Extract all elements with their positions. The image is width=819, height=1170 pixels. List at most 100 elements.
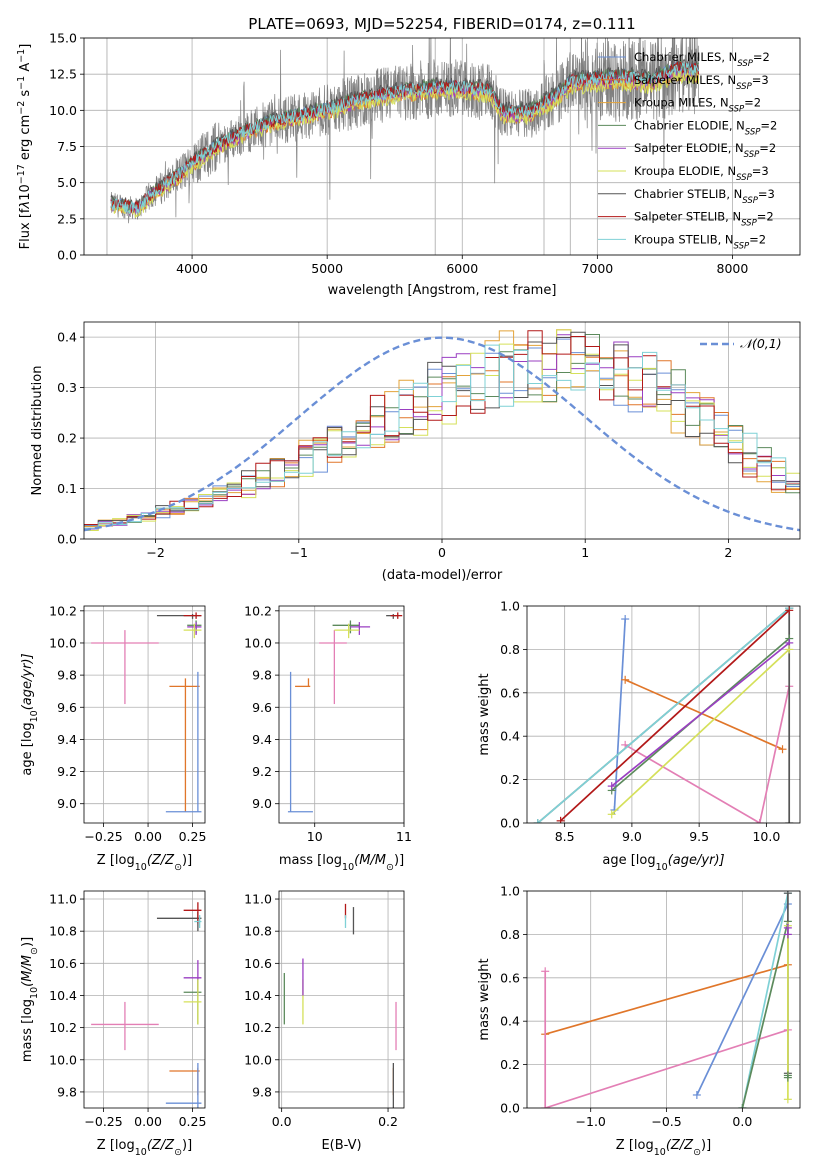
x-axis-label-part: (Z/Z — [666, 1138, 694, 1153]
legend-label-sub: SSP — [737, 59, 753, 69]
weight-marker-pink — [755, 819, 764, 823]
y-tick-label: 10.0 — [244, 1052, 272, 1067]
weight-line-salpeter_miles — [624, 679, 783, 750]
legend-label-text: Salpeter MILES, N — [634, 73, 736, 87]
x-axis-label-part: age [log — [602, 853, 655, 868]
weight-marker-chabrier_miles — [692, 1090, 701, 1099]
panel-age_vs_mass: 10 11 9.0 9.2 9.4 9.6 9.8 10.0 10.2 — [244, 603, 412, 844]
y-axis-label-part: (M/M — [20, 955, 35, 987]
panel-mass_vs_Z: −0.25 0.00 0.25 9.8 10.0 10.2 10.4 10.6 10.8 11.0 — [49, 890, 206, 1129]
x-axis-label-part: Z [log — [616, 1138, 654, 1153]
y-axis-label-part: 10 — [29, 710, 40, 722]
weight-marker-pink — [541, 967, 550, 976]
residual-hist-salpeter_stelib — [84, 330, 800, 525]
chart-title: PLATE=0693, MJD=52254, FIBERID=0174, z=0… — [248, 15, 635, 33]
legend-label-sub: SSP — [734, 241, 750, 251]
y-tick-label: 7.5 — [57, 139, 77, 154]
gaussian-reference-line — [84, 336, 800, 532]
legend-label-sub: SSP — [736, 82, 752, 92]
x-axis-label-part: Z [log — [97, 1138, 135, 1153]
x-tick-label: 11 — [396, 829, 412, 844]
legend-label-text: Kroupa STELIB, N — [634, 232, 734, 246]
plot-area — [106, 38, 700, 255]
y-tick-label: 1.0 — [500, 599, 520, 614]
legend-label-sub: SSP — [744, 150, 760, 160]
residual-hist-chabrier_stelib — [84, 331, 800, 526]
x-axis-label-part: (Z/Z — [147, 853, 175, 868]
weight-marker-pink — [541, 1104, 550, 1108]
weight-line-salpeter_miles — [544, 963, 789, 1036]
legend-gaussian-label: 𝒩(0,1) — [740, 336, 782, 351]
y-tick-label: 10.4 — [244, 988, 272, 1003]
errorbar-point-kroupa_elodie — [334, 623, 360, 639]
y-tick-label: 0.0 — [57, 248, 77, 263]
legend-label-tail: =2 — [759, 141, 776, 155]
grid — [84, 322, 800, 540]
legend-label-tail: =2 — [753, 50, 770, 64]
x-tick-label: 0 — [438, 545, 446, 560]
x-tick-label: 0.00 — [134, 829, 162, 844]
y-axis-label-part: ⊙ — [29, 947, 40, 955]
y-axis-label: Flux [fλ10−17 erg cm−2 s−1 A−1] — [16, 44, 34, 250]
y-tick-label: 10.4 — [49, 988, 77, 1003]
errorbar-point-pink — [91, 630, 159, 705]
y-tick-label: 9.0 — [57, 796, 77, 811]
x-axis-label-part: (age/yr)] — [668, 853, 725, 868]
y-tick-label: 10.0 — [49, 103, 77, 118]
errorbar-point-pink — [91, 1001, 159, 1051]
plot-area — [533, 606, 794, 823]
axes-frame — [278, 890, 405, 1109]
grid — [279, 891, 404, 1108]
y-axis-label-part: ] — [18, 44, 33, 49]
weight-line-chabrier_miles — [696, 903, 789, 1096]
axes-frame — [278, 605, 405, 824]
y-axis-label: mass [log10(M/M⊙)] — [20, 937, 40, 1062]
residual-hist-kroupa_elodie — [84, 329, 800, 531]
y-tick-label: 0.4 — [500, 1014, 520, 1029]
legend-label-salpeter_miles: Salpeter MILES, NSSP=3 — [634, 73, 769, 92]
y-tick-label: 9.2 — [252, 764, 272, 779]
legend-label-salpeter_elodie: Salpeter ELODIE, NSSP=2 — [634, 141, 776, 160]
errorbar-point-pink — [319, 630, 347, 705]
x-tick-label: 0.25 — [179, 829, 207, 844]
axes-frame — [83, 890, 206, 1109]
legend-label-chabrier_stelib: Chabrier STELIB, NSSP=3 — [634, 187, 775, 206]
y-tick-label: 0.0 — [500, 816, 520, 831]
x-axis-label-part: 10 — [342, 862, 354, 873]
y-tick-label: 0.2 — [57, 431, 77, 446]
errorbar-point-salpeter_stelib — [390, 612, 403, 619]
y-tick-label: 10.2 — [49, 603, 77, 618]
legend-label-salpeter_stelib: Salpeter STELIB, NSSP=2 — [634, 210, 774, 229]
grid — [84, 891, 205, 1108]
y-tick-label: 5.0 — [57, 175, 77, 190]
residual-hist-kroupa_miles — [84, 330, 800, 527]
weight-marker-salpeter_elodie — [607, 782, 616, 791]
x-tick-label: −1.0 — [576, 1114, 606, 1129]
x-axis-label-part: Z [log — [97, 853, 135, 868]
x-tick-label: 0.0 — [732, 1114, 752, 1129]
y-axis-label: Normed distribution — [30, 366, 45, 496]
legend-label-text: Kroupa ELODIE, N — [634, 164, 736, 178]
y-tick-label: 0.0 — [500, 1101, 520, 1116]
x-tick-label: 1 — [581, 545, 589, 560]
y-tick-label: 9.6 — [252, 700, 272, 715]
x-tick-label: −0.25 — [84, 1114, 122, 1129]
y-tick-label: 10.2 — [244, 1020, 272, 1035]
residual-hist-chabrier_miles — [84, 338, 800, 527]
x-axis-label-part: mass [log — [279, 853, 342, 868]
y-tick-label: 2.5 — [57, 211, 77, 226]
errorbar-point-salpeter_miles — [295, 678, 311, 688]
y-tick-label: 10.2 — [49, 1020, 77, 1035]
y-axis-label: mass weight — [477, 673, 492, 755]
y-tick-label: 10.0 — [49, 635, 77, 650]
plot-area — [84, 329, 800, 532]
y-tick-label: 12.5 — [49, 67, 77, 82]
y-tick-label: 10.6 — [49, 956, 77, 971]
y-tick-label: 10.2 — [244, 603, 272, 618]
y-tick-label: 10.8 — [49, 924, 77, 939]
x-axis-label-part: ⊙ — [174, 862, 182, 873]
weight-line-chabrier_miles — [613, 618, 627, 811]
y-tick-label: 9.2 — [57, 764, 77, 779]
axes-frame — [83, 37, 801, 256]
legend-label-kroupa_stelib: Kroupa STELIB, NSSP=2 — [634, 232, 766, 251]
